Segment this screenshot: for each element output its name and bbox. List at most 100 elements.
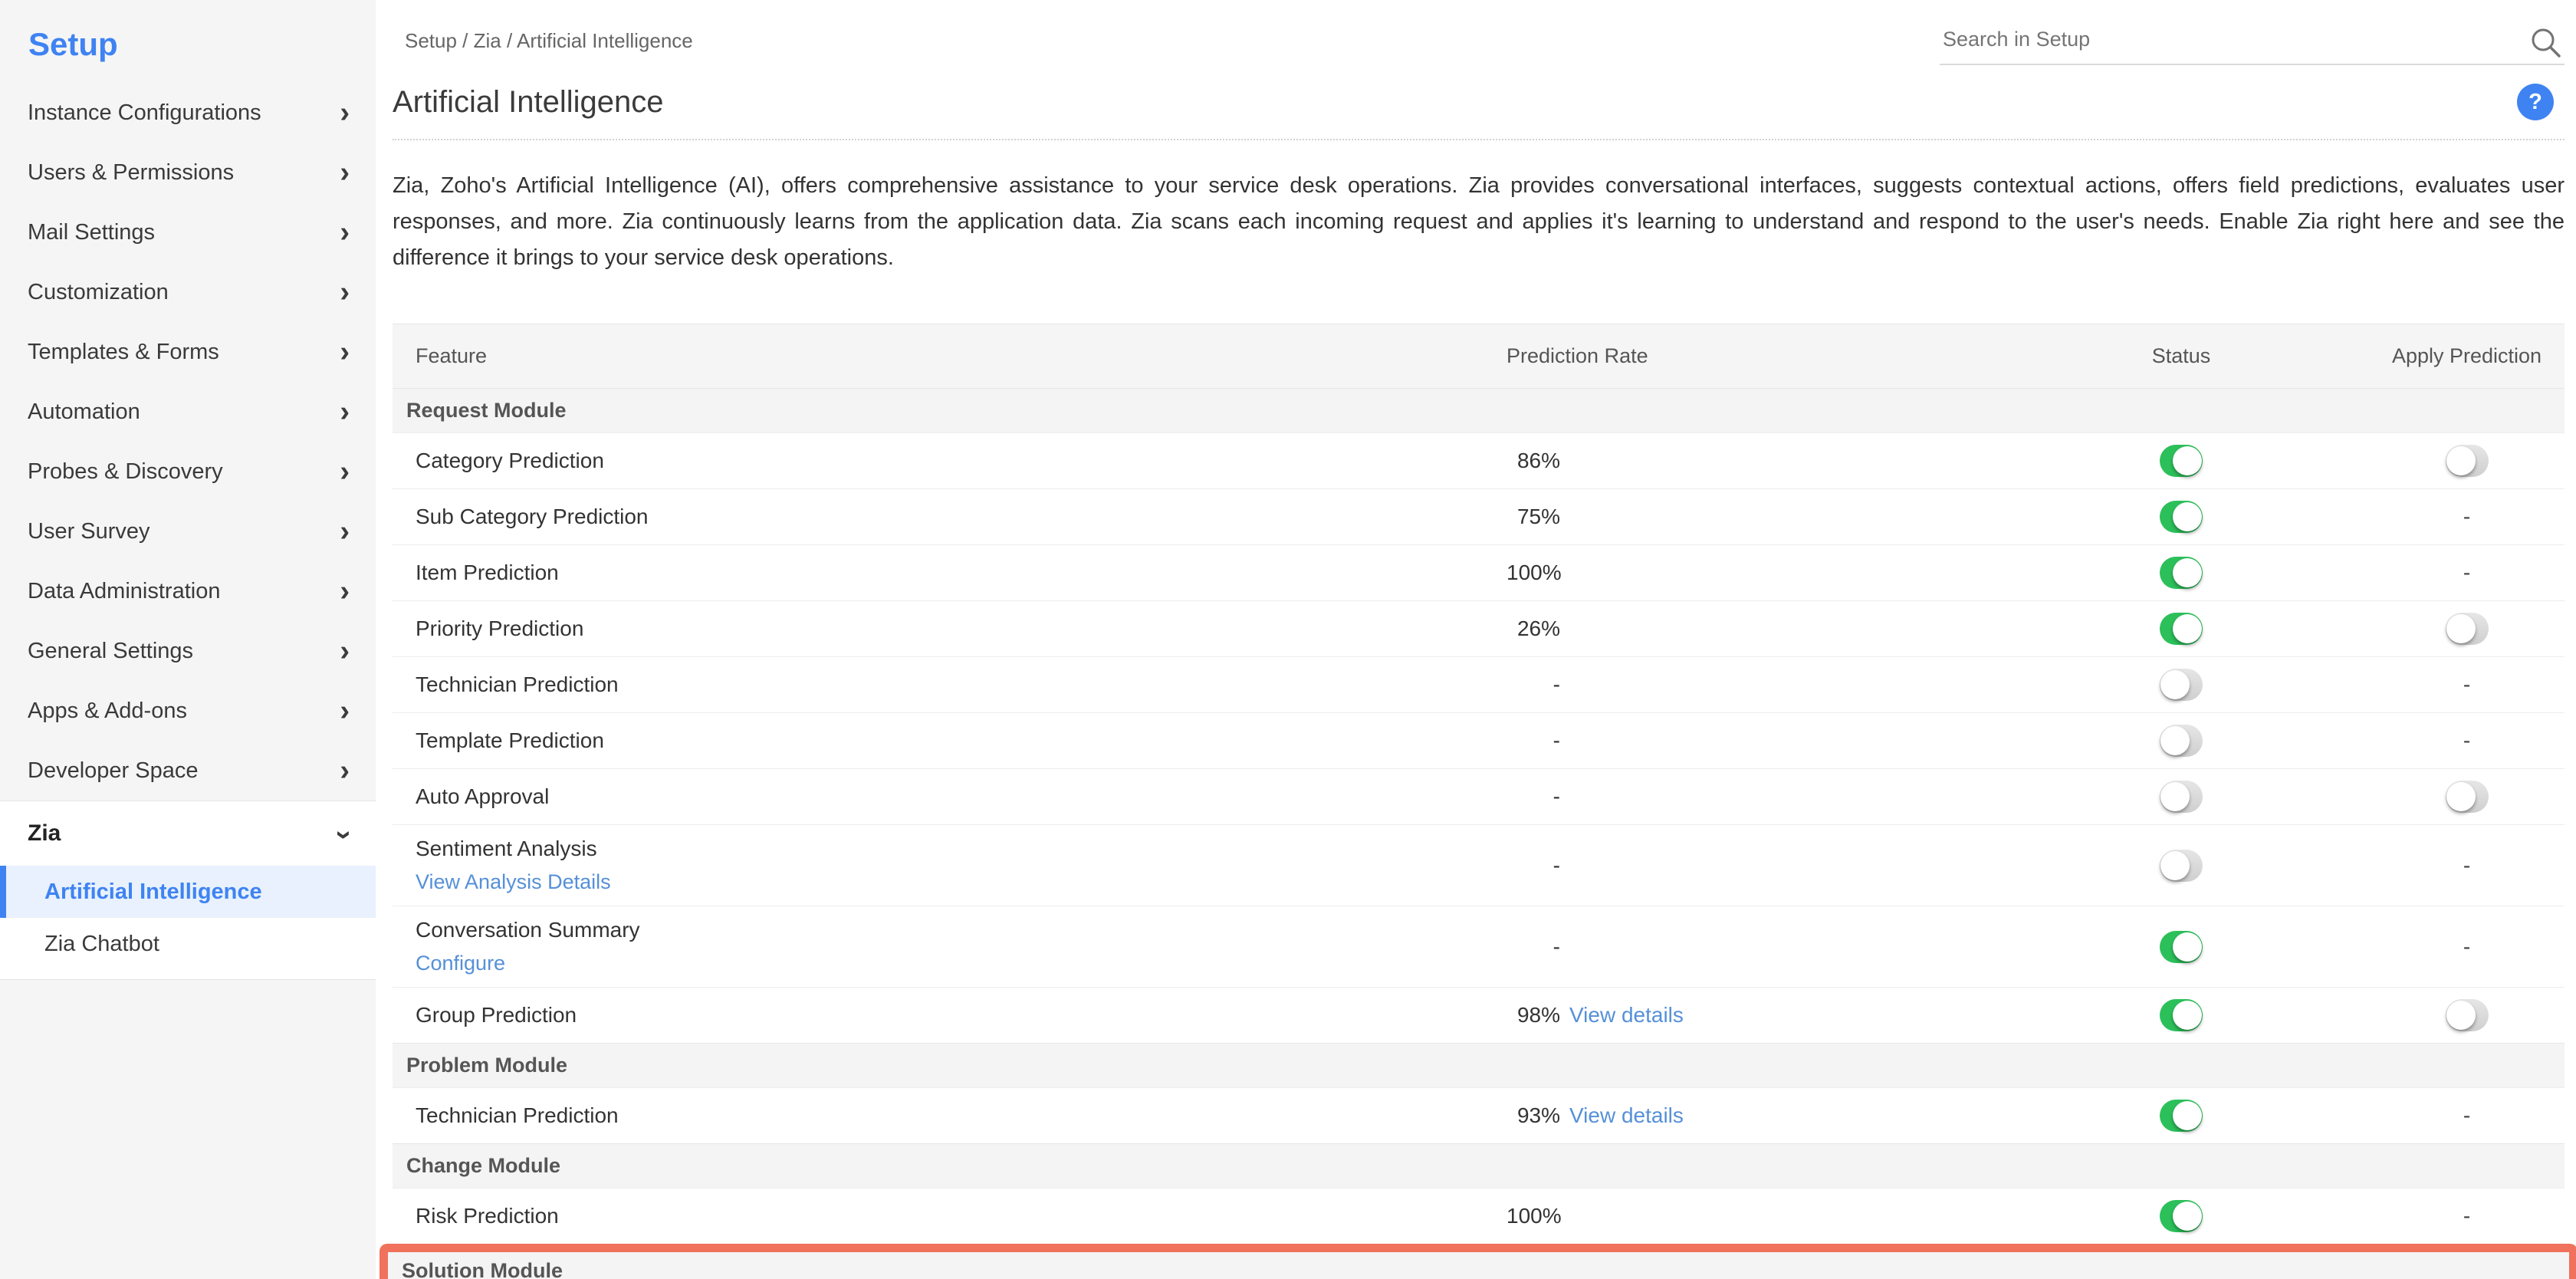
toggle-knob: [2173, 558, 2202, 587]
toggle-knob: [2173, 446, 2202, 475]
apply-prediction-cell: [2445, 999, 2489, 1031]
apply-prediction-toggle[interactable]: [2445, 613, 2489, 645]
status-toggle[interactable]: [2160, 725, 2203, 757]
sidebar-item-user-survey[interactable]: User Survey ›: [0, 501, 376, 561]
feature-label: Conversation Summary: [416, 918, 640, 942]
page-description: Zia, Zoho's Artificial Intelligence (AI)…: [393, 173, 2564, 270]
status-toggle[interactable]: [2160, 501, 2203, 533]
apply-prediction-toggle[interactable]: [2445, 445, 2489, 477]
status-toggle[interactable]: [2160, 1100, 2203, 1132]
feature-label: Group Prediction: [416, 1003, 577, 1027]
prediction-rate-value: 98%: [1516, 1003, 1560, 1027]
setup-sidebar: Setup Instance Configurations › Users & …: [0, 0, 376, 1279]
toggle-knob: [2173, 932, 2202, 962]
prediction-rate-value: -: [1552, 784, 1560, 808]
chevron-right-icon: ›: [340, 575, 350, 607]
prediction-rate-cell: 98% View details: [1484, 1003, 1993, 1027]
sidebar-item-general-settings[interactable]: General Settings ›: [0, 621, 376, 681]
search-input[interactable]: [1940, 21, 2564, 65]
status-cell: [2160, 930, 2203, 963]
sidebar-item-developer-space[interactable]: Developer Space ›: [0, 741, 376, 801]
view-details-link[interactable]: View details: [1569, 1103, 1684, 1127]
status-toggle[interactable]: [2160, 445, 2203, 477]
toggle-knob: [2160, 782, 2190, 811]
module-header-solution-module: Solution Module: [388, 1252, 2569, 1279]
table-row-priority-prediction: Priority Prediction 26%: [393, 600, 2564, 656]
view-details-link[interactable]: View details: [1569, 1003, 1684, 1027]
status-toggle[interactable]: [2160, 613, 2203, 645]
view-analysis-details-link[interactable]: View Analysis Details: [416, 870, 611, 893]
status-cell: [2160, 501, 2203, 533]
table-row-technician-prediction: Technician Prediction 93% View details -: [393, 1087, 2564, 1143]
prediction-rate-cell: -: [1484, 935, 1993, 959]
toggle-knob: [2446, 782, 2476, 811]
sidebar-item-customization[interactable]: Customization ›: [0, 262, 376, 322]
feature-label: Auto Approval: [416, 784, 550, 808]
status-toggle[interactable]: [2160, 669, 2203, 701]
sidebar-item-zia[interactable]: Zia ›: [0, 801, 376, 866]
status-toggle[interactable]: [2160, 1200, 2203, 1232]
sidebar-item-templates-forms[interactable]: Templates & Forms ›: [0, 322, 376, 382]
configure-link[interactable]: Configure: [416, 952, 506, 975]
feature-cell: Auto Approval: [393, 784, 1484, 809]
prediction-rate-cell: -: [1484, 784, 1993, 809]
status-toggle[interactable]: [2160, 781, 2203, 813]
status-toggle[interactable]: [2160, 999, 2203, 1031]
column-header-apply-prediction: Apply Prediction: [2391, 344, 2542, 367]
table-row-technician-prediction: Technician Prediction - -: [393, 656, 2564, 712]
sidebar-item-apps-add-ons[interactable]: Apps & Add-ons ›: [0, 681, 376, 741]
table-row-group-prediction: Group Prediction 98% View details: [393, 987, 2564, 1043]
table-row-template-prediction: Template Prediction - -: [393, 712, 2564, 768]
search-icon[interactable]: [2528, 25, 2563, 64]
status-cell: [2160, 999, 2203, 1031]
prediction-rate-value: 26%: [1516, 616, 1560, 640]
sidebar-item-artificial-intelligence[interactable]: Artificial Intelligence: [0, 866, 376, 918]
status-cell: [2160, 1100, 2203, 1132]
status-cell: [2160, 557, 2203, 589]
status-toggle[interactable]: [2160, 930, 2203, 963]
sidebar-item-label: Artificial Intelligence: [44, 879, 262, 904]
sidebar-item-label: Developer Space: [28, 758, 199, 783]
apply-prediction-toggle[interactable]: [2445, 999, 2489, 1031]
breadcrumb[interactable]: Setup / Zia / Artificial Intelligence: [405, 29, 693, 52]
sidebar-item-label: Data Administration: [28, 578, 221, 603]
toggle-knob: [2173, 1001, 2202, 1030]
sidebar-item-zia-chatbot[interactable]: Zia Chatbot: [0, 918, 376, 970]
feature-cell: Technician Prediction: [393, 1103, 1484, 1128]
sidebar-zia-section: Zia › Artificial Intelligence Zia Chatbo…: [0, 801, 376, 980]
prediction-rate-value: -: [1552, 853, 1560, 877]
status-toggle[interactable]: [2160, 557, 2203, 589]
feature-cell: Conversation Summary Configure: [393, 918, 1484, 975]
sidebar-item-mail-settings[interactable]: Mail Settings ›: [0, 202, 376, 262]
feature-cell: Sentiment Analysis View Analysis Details: [393, 837, 1484, 894]
page-title: Artificial Intelligence: [393, 84, 664, 119]
status-cell: [2160, 669, 2203, 701]
prediction-rate-cell: -: [1484, 853, 1993, 878]
sidebar-item-instance-configurations[interactable]: Instance Configurations ›: [0, 83, 376, 143]
feature-label: Sub Category Prediction: [416, 505, 649, 528]
sidebar-item-data-administration[interactable]: Data Administration ›: [0, 561, 376, 621]
sidebar-item-probes-discovery[interactable]: Probes & Discovery ›: [0, 442, 376, 501]
apply-prediction-cell: -: [2463, 1204, 2471, 1228]
sidebar-item-label: Users & Permissions: [28, 159, 235, 185]
apply-prediction-cell: -: [2463, 934, 2471, 958]
status-toggle[interactable]: [2160, 849, 2203, 882]
chevron-right-icon: ›: [340, 276, 350, 308]
toggle-knob: [2160, 670, 2190, 699]
topbar: Setup / Zia / Artificial Intelligence: [393, 0, 2564, 65]
feature-label: Template Prediction: [416, 728, 604, 752]
sidebar-item-automation[interactable]: Automation ›: [0, 382, 376, 442]
sidebar-item-label: Customization: [28, 279, 169, 304]
toggle-knob: [2160, 726, 2190, 755]
toggle-knob: [2173, 614, 2202, 643]
chevron-right-icon: ›: [340, 156, 350, 189]
highlighted-section-solution-module: Solution Module Solution Assist Training…: [380, 1244, 2576, 1279]
status-cell: [2160, 781, 2203, 813]
apply-prediction-toggle[interactable]: [2445, 781, 2489, 813]
apply-prediction-cell: [2445, 445, 2489, 477]
help-button[interactable]: ?: [2517, 84, 2554, 120]
status-cell: [2160, 849, 2203, 882]
status-cell: [2160, 613, 2203, 645]
prediction-rate-value: -: [1552, 672, 1560, 696]
sidebar-item-users-permissions[interactable]: Users & Permissions ›: [0, 143, 376, 202]
